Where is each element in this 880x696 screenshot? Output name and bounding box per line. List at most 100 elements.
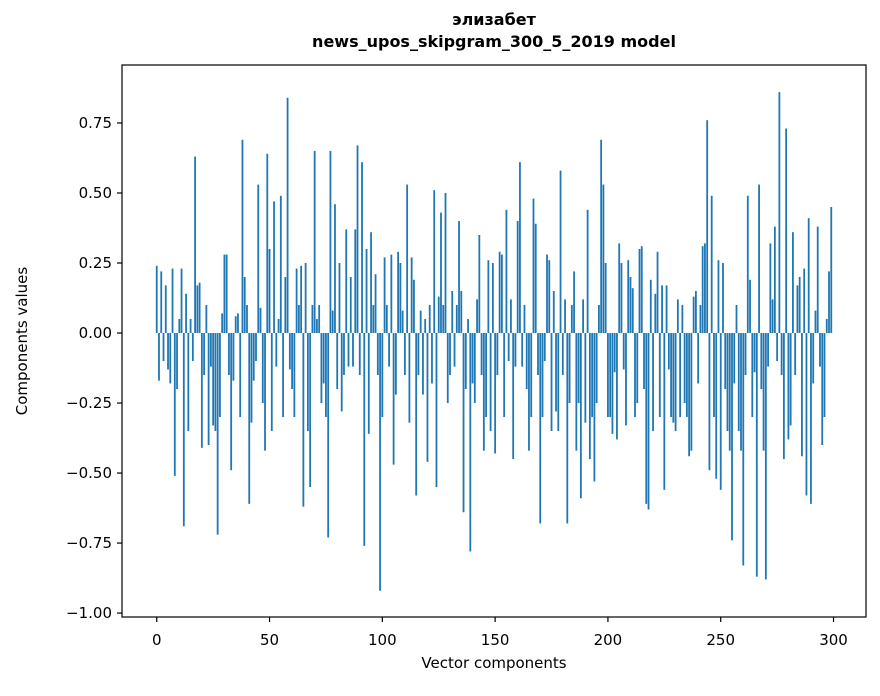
bar (778, 92, 781, 334)
bar (173, 333, 176, 476)
bar (496, 333, 499, 376)
bar (773, 226, 776, 334)
bar (500, 254, 503, 334)
bar (819, 333, 821, 367)
bar (406, 184, 409, 334)
bar (652, 333, 654, 432)
bar (602, 184, 605, 334)
bar (746, 195, 749, 334)
bar (295, 268, 298, 334)
bar (365, 249, 368, 334)
bar (413, 279, 415, 334)
bar (825, 319, 828, 334)
bar (663, 333, 666, 490)
bar (575, 333, 578, 451)
bar (257, 184, 260, 334)
bar (564, 299, 566, 334)
bar (480, 333, 483, 376)
bar (539, 333, 542, 524)
bar (512, 333, 515, 460)
bar (187, 333, 190, 432)
bar (232, 333, 235, 381)
bar (390, 254, 393, 334)
bar (807, 218, 810, 334)
y-tick-label: 0.50 (79, 184, 112, 202)
bar (598, 305, 600, 334)
bar (444, 192, 447, 334)
bar (728, 333, 731, 451)
bar (264, 333, 266, 451)
bar (507, 333, 510, 362)
bar (171, 268, 174, 334)
bar (311, 305, 314, 334)
bar (473, 333, 476, 404)
bar (185, 293, 187, 334)
bar (345, 229, 348, 334)
bar (284, 277, 287, 334)
bar (469, 333, 472, 552)
bar (354, 229, 357, 334)
bar (717, 260, 720, 334)
bar (566, 333, 569, 524)
bar (433, 190, 436, 334)
bar (505, 209, 508, 334)
bar (191, 333, 194, 362)
bar (546, 254, 548, 334)
bar (491, 263, 494, 334)
bar (214, 333, 217, 432)
x-tick-label: 300 (819, 631, 848, 649)
bar (259, 307, 262, 334)
bar (216, 333, 219, 535)
bar (318, 305, 321, 334)
bar (787, 333, 790, 440)
bar (704, 243, 706, 334)
bar (561, 333, 564, 376)
bar (203, 333, 206, 376)
bar (611, 333, 614, 434)
bar (550, 333, 553, 432)
bar (322, 333, 325, 384)
bar (196, 285, 199, 334)
bar (613, 333, 616, 373)
bar (408, 333, 411, 423)
bar (744, 333, 747, 376)
bar (255, 333, 257, 362)
bar (246, 305, 248, 334)
bar (300, 265, 303, 334)
bar (794, 333, 797, 376)
bar (593, 333, 596, 482)
bar (478, 235, 481, 334)
bar (347, 333, 350, 367)
bar (737, 333, 740, 432)
bar (541, 333, 544, 418)
bar (291, 333, 293, 390)
bar (647, 333, 650, 510)
x-axis: 0 50 100 150 200 250 300 (152, 617, 848, 649)
bar (503, 333, 506, 418)
bar (510, 299, 512, 334)
bar (638, 249, 641, 334)
bar (417, 333, 420, 376)
bar (449, 333, 451, 376)
bar (286, 97, 289, 334)
bar (828, 271, 830, 334)
bar (239, 333, 242, 418)
bar (710, 195, 713, 334)
bar (735, 305, 738, 334)
x-tick-label: 200 (594, 631, 623, 649)
bar (618, 243, 621, 334)
bar (462, 333, 465, 513)
bar (801, 333, 803, 457)
bar (363, 333, 366, 546)
bar (489, 333, 492, 432)
y-tick-label: 0.25 (79, 254, 112, 272)
bar (528, 333, 530, 451)
bar (248, 333, 251, 504)
y-tick-label: −0.75 (66, 534, 112, 552)
bar (543, 333, 546, 362)
bar (282, 333, 284, 418)
bar (514, 333, 517, 367)
bar (537, 333, 539, 376)
